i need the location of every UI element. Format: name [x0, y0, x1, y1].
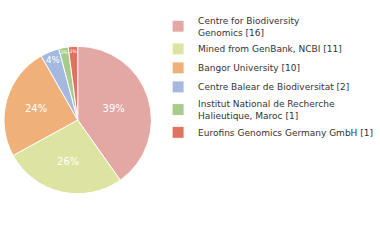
svg-text:4%: 4% [46, 55, 60, 65]
svg-text:Institut National de Recherche: Institut National de RechercheHalieutiqu… [198, 99, 335, 121]
svg-text:24%: 24% [25, 103, 47, 114]
svg-text:2%: 2% [61, 50, 69, 55]
svg-text:Eurofins Genomics Germany GmbH: Eurofins Genomics Germany GmbH [1] [198, 128, 373, 138]
svg-text:26%: 26% [57, 156, 79, 167]
svg-text:39%: 39% [103, 103, 125, 114]
svg-text:Centre for BiodiversityGenomic: Centre for BiodiversityGenomics [16] [198, 16, 300, 38]
svg-text:Mined from GenBank, NCBI [11]: Mined from GenBank, NCBI [11] [198, 44, 342, 54]
svg-text:2%: 2% [70, 49, 78, 54]
svg-text:Centre Balear de Biodiversitat: Centre Balear de Biodiversitat [2] [198, 82, 349, 92]
svg-text:Bangor University [10]: Bangor University [10] [198, 63, 300, 73]
